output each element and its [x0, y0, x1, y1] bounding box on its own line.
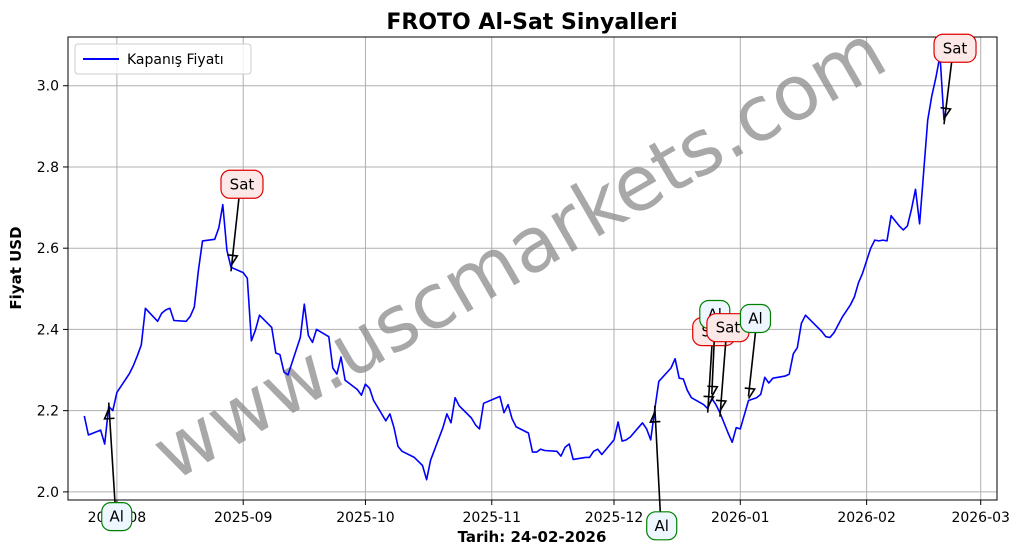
buy-signal-box: [646, 511, 678, 541]
y-tick-label: 2.0: [37, 485, 59, 501]
signal-arrow: [747, 332, 757, 397]
x-tick-label: 2026-02: [837, 510, 896, 526]
legend-box: [74, 43, 252, 75]
signal-arrowhead: [715, 399, 728, 412]
annotation-layer: AlSatAlSatAlSatAlSat: [101, 33, 977, 541]
buy-signal-label: Al: [748, 309, 762, 327]
x-tick-label: 2025-09: [214, 510, 273, 526]
x-tick-label: 2026-03: [951, 510, 1010, 526]
signal-arrowhead: [703, 395, 715, 408]
buy-signal-label: Al: [655, 517, 669, 535]
y-axis-label: Fiyat USD: [7, 226, 25, 309]
watermark-text: www.uscmarkets.com: [138, 6, 900, 498]
signal-arrowhead: [940, 106, 952, 119]
watermark-layer: www.uscmarkets.com: [138, 6, 900, 498]
sell-signal-box: [933, 33, 977, 63]
y-tick-label: 2.2: [37, 404, 59, 420]
signal-arrowhead: [707, 385, 719, 397]
buy-signal-box: [101, 501, 133, 532]
buy-signal-label: Al: [110, 508, 124, 526]
y-tick-label: 3.0: [37, 79, 59, 95]
legend: Kapanış Fiyatı: [74, 43, 252, 75]
sell-signal-box: [220, 169, 264, 199]
sell-signal-label: Sat: [716, 319, 741, 337]
x-axis-label: Tarih: 24-02-2026: [458, 528, 607, 546]
x-tick-label: 2025-11: [463, 510, 522, 526]
chart-title: FROTO Al-Sat Sinyalleri: [386, 10, 677, 35]
signal-arrowhead: [744, 387, 757, 399]
legend-label: Kapanış Fiyatı: [127, 52, 224, 68]
x-tick-label: 2026-01: [711, 510, 770, 526]
x-tick-label: 2025-10: [336, 510, 395, 526]
x-tick-label: 2025-12: [585, 510, 644, 526]
sell-signal-label: Sat: [230, 175, 255, 193]
sell-signal-label: Sat: [943, 39, 968, 57]
plot-frame: [67, 36, 998, 501]
signal-arrowhead: [103, 408, 115, 420]
signal-arrowhead: [227, 253, 239, 266]
y-tick-label: 2.6: [37, 241, 59, 257]
y-tick-label: 2.8: [37, 160, 59, 176]
y-tick-label: 2.4: [37, 322, 59, 338]
signal-arrowhead: [649, 411, 661, 423]
grid-layer: [68, 37, 997, 500]
buy-signal-box: [739, 303, 772, 334]
